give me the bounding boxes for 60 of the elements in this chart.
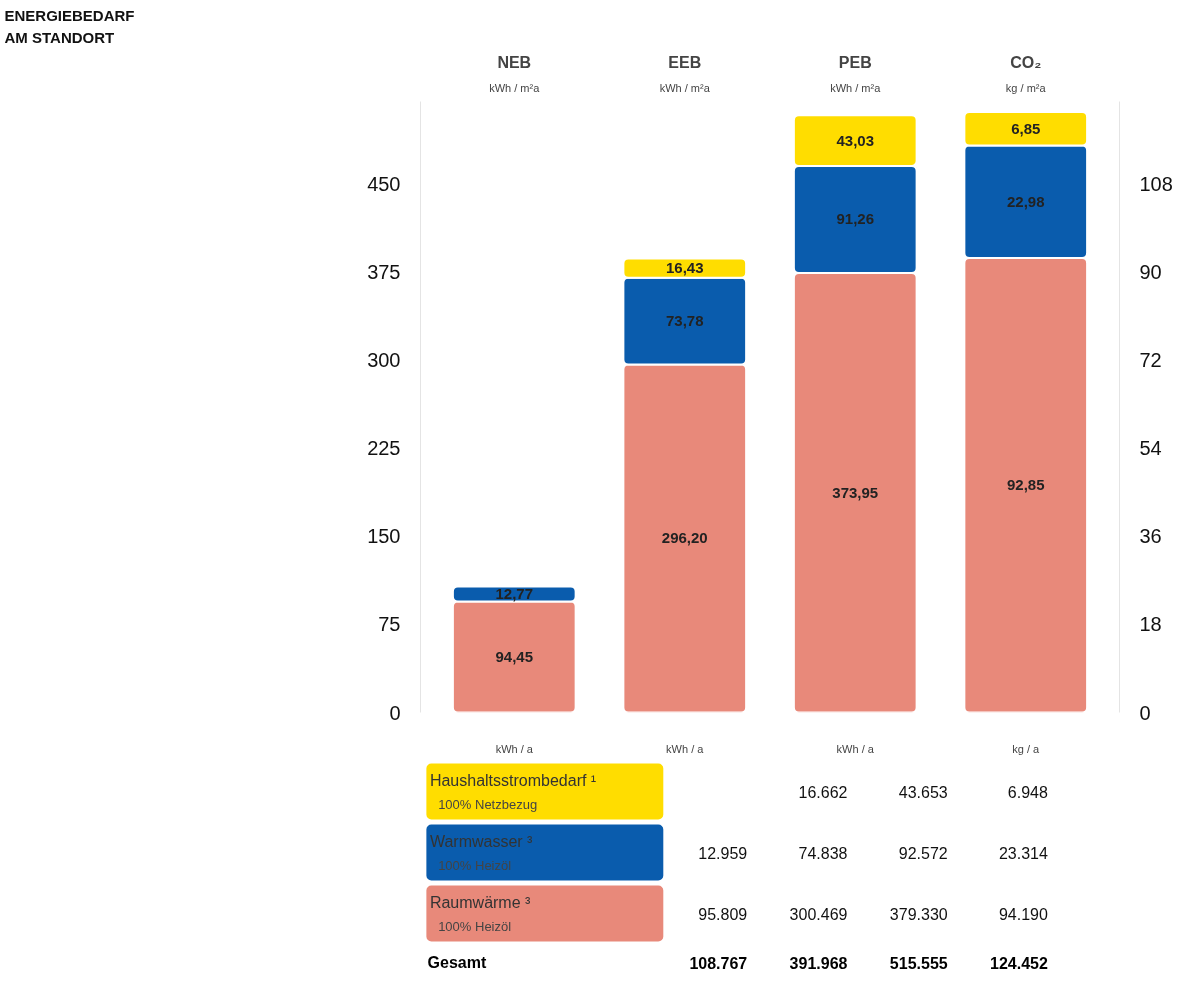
- text: Warmwasser ³: [429, 833, 534, 850]
- x-tick-label: EEB: [668, 53, 702, 71]
- data-label: 16,43: [665, 259, 704, 277]
- text: kWh / m²a: [489, 81, 541, 94]
- data-label: 73,78: [665, 312, 704, 330]
- y2-tick-label: 36: [1139, 525, 1162, 548]
- text: 515.555: [889, 954, 948, 972]
- text: 12.959: [698, 844, 748, 862]
- y2-tick-label: 72: [1139, 349, 1162, 371]
- text: 100% Heizöl: [438, 858, 512, 873]
- y2-tick-label: 108: [1139, 172, 1173, 195]
- text: kg / m²a: [1005, 81, 1047, 94]
- text: 391.968: [789, 954, 848, 972]
- text: 92.572: [898, 844, 948, 862]
- y2-tick-label: 54: [1139, 437, 1162, 460]
- text: Raumwärme ³: [429, 894, 532, 911]
- text: 6.948: [1007, 783, 1049, 801]
- text: 74.838: [798, 844, 848, 862]
- text: 124.452: [990, 954, 1049, 972]
- text: kWh / a: [666, 742, 705, 755]
- y-tick-label: 300: [367, 349, 401, 371]
- text: kWh / a: [495, 742, 534, 755]
- data-label: 6,85: [1011, 119, 1041, 137]
- text: 108.767: [689, 954, 748, 972]
- text: 95.809: [698, 905, 748, 923]
- text: 300.469: [789, 905, 848, 923]
- data-label: 12,77: [495, 585, 534, 603]
- x-tick-label: PEB: [838, 53, 872, 71]
- data-label: 296,20: [661, 529, 708, 547]
- y-tick-label: 450: [367, 172, 401, 195]
- y2-tick-label: 18: [1139, 613, 1162, 636]
- text: 94.190: [998, 905, 1049, 923]
- y-tick-label: 375: [367, 260, 401, 283]
- data-label: 91,26: [836, 210, 875, 228]
- y-tick-label: 225: [367, 437, 401, 460]
- text: kg / a: [1012, 742, 1041, 755]
- y2-tick-label: 90: [1139, 260, 1162, 283]
- y2-tick-label: 0: [1139, 701, 1151, 724]
- text: 43.653: [898, 783, 948, 801]
- data-label: 373,95: [832, 483, 879, 501]
- data-label: 22,98: [1006, 192, 1045, 210]
- data-label: 94,45: [495, 648, 534, 666]
- text: 379.330: [889, 905, 948, 923]
- x-tick-label: NEB: [497, 53, 532, 71]
- text: 16.662: [798, 783, 848, 801]
- y-tick-label: 0: [389, 701, 401, 724]
- text: 100% Netzbezug: [438, 797, 538, 812]
- text: 100% Heizöl: [438, 919, 512, 934]
- text: ENERGIEBEDARF AM STANDORT: [4, 7, 135, 46]
- data-label: 43,03: [836, 131, 875, 149]
- y-tick-label: 75: [378, 613, 401, 636]
- text: kWh / m²a: [659, 81, 711, 94]
- x-tick-label: CO₂: [1010, 53, 1042, 71]
- text: Haushaltsstrombedarf ¹: [429, 772, 597, 789]
- text: kWh / a: [836, 742, 875, 755]
- y-tick-label: 150: [367, 525, 401, 548]
- text: kWh / m²a: [830, 81, 882, 94]
- data-label: 92,85: [1006, 476, 1045, 494]
- text: 23.314: [998, 844, 1049, 862]
- text: Gesamt: [427, 954, 487, 971]
